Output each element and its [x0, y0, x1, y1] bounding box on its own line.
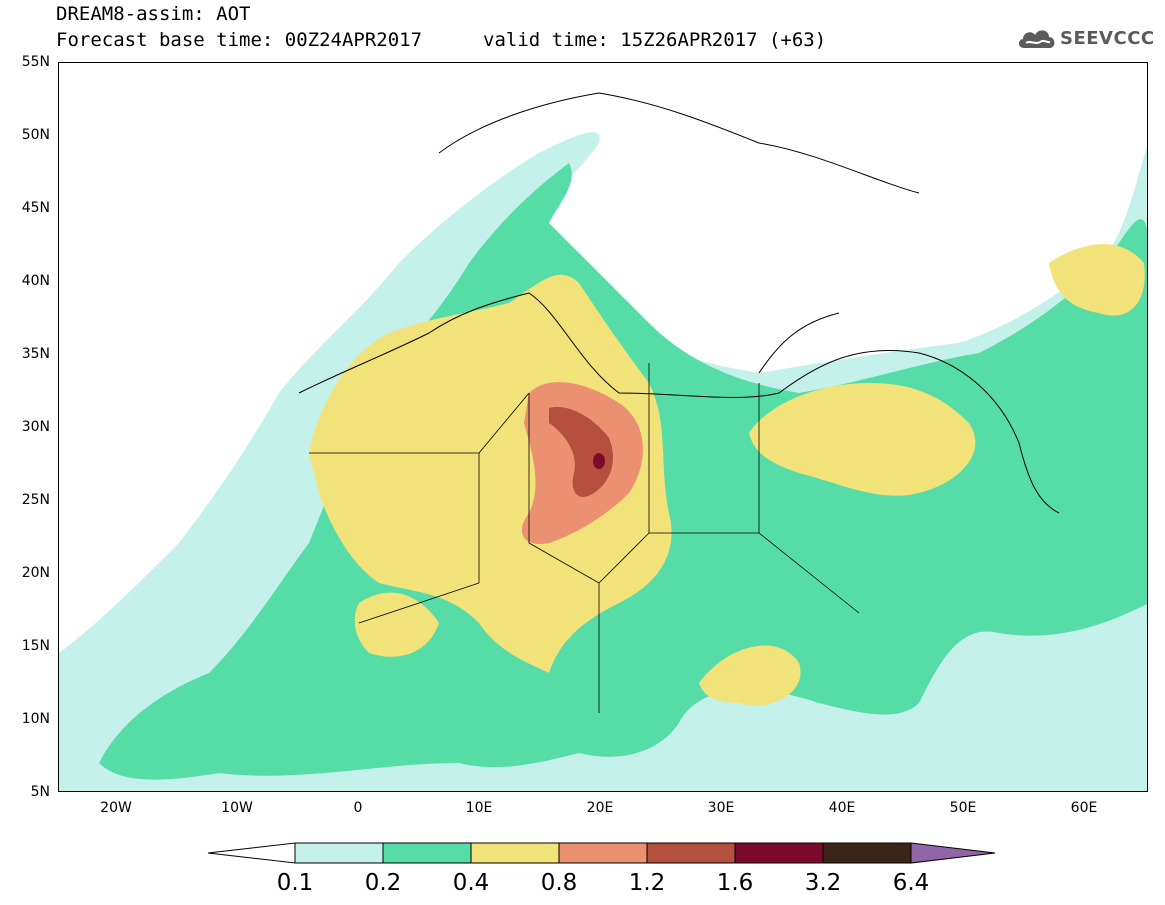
- lat-label: 15N: [0, 638, 50, 654]
- lon-label: 60E: [1054, 800, 1114, 816]
- colorbar-bin-5: [647, 843, 735, 863]
- lon-label: 50E: [933, 800, 993, 816]
- lon-label: 20E: [570, 800, 630, 816]
- colorbar-bin-0: [208, 843, 295, 863]
- lat-label: 55N: [0, 54, 50, 70]
- lat-label: 40N: [0, 273, 50, 289]
- colorbar-bin-4: [559, 843, 647, 863]
- colorbar-bin-6: [735, 843, 823, 863]
- colorbar-bin-1: [295, 843, 383, 863]
- seevccc-logo: SEEVCCC: [1016, 22, 1156, 54]
- lat-label: 5N: [0, 784, 50, 800]
- lat-label: 20N: [0, 565, 50, 581]
- time-info: Forecast base time: 00Z24APR2017 valid ti…: [56, 31, 422, 50]
- logo-text: SEEVCCC: [1060, 28, 1155, 49]
- colorbar-label: 0.8: [529, 870, 589, 896]
- colorbar-label: 1.2: [617, 870, 677, 896]
- colorbar-label: 1.6: [705, 870, 765, 896]
- colorbar-bin-7: [823, 843, 911, 863]
- lat-label: 10N: [0, 711, 50, 727]
- lat-label: 25N: [0, 492, 50, 508]
- cloud-logo-icon: [1016, 22, 1058, 54]
- colorbar-bin-8: [911, 843, 995, 863]
- valid-time: valid time: 15Z26APR2017 (+63): [483, 31, 826, 50]
- lat-label: 35N: [0, 346, 50, 362]
- lon-label: 40E: [812, 800, 872, 816]
- lon-label: 0: [328, 800, 388, 816]
- colorbar-label: 0.2: [353, 870, 413, 896]
- aot-region-1.6: [593, 453, 605, 469]
- lat-label: 30N: [0, 419, 50, 435]
- colorbar-label: 6.4: [881, 870, 941, 896]
- model-title: DREAM8-assim: AOT: [56, 5, 250, 24]
- lat-label: 50N: [0, 127, 50, 143]
- lon-label: 10W: [207, 800, 267, 816]
- colorbar-bin-3: [471, 843, 559, 863]
- aot-map: [58, 62, 1148, 792]
- base-time: Forecast base time: 00Z24APR2017: [56, 29, 422, 51]
- colorbar-svg: [0, 835, 1165, 875]
- colorbar-label: 3.2: [793, 870, 853, 896]
- lat-label: 45N: [0, 200, 50, 216]
- lon-label: 30E: [691, 800, 751, 816]
- lon-label: 20W: [86, 800, 146, 816]
- colorbar-label: 0.1: [265, 870, 325, 896]
- colorbar-bin-2: [383, 843, 471, 863]
- colorbar-label: 0.4: [441, 870, 501, 896]
- lon-label: 10E: [449, 800, 509, 816]
- aot-field: [59, 63, 1148, 792]
